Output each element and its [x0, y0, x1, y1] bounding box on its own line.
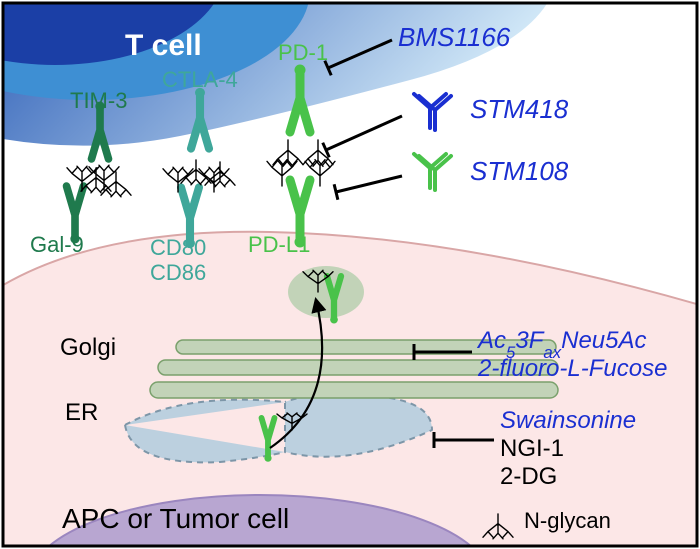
golgi.label: Golgi [60, 334, 116, 361]
inhibitors.golgi_inh.labels.1: 2-fluoro-L-Fucose [477, 355, 667, 382]
receptors.cd86.label: CD86 [150, 260, 206, 285]
inhibitors.er_inh.labels.0: Swainsonine [500, 407, 636, 434]
receptors.ctla4.label: CTLA-4 [162, 67, 238, 92]
receptors.tim3.label: TIM-3 [70, 88, 127, 113]
apc.label: APC or Tumor cell [62, 503, 289, 534]
receptors.pdl1.label: PD-L1 [248, 232, 310, 257]
inhibitors.stm418.label: STM418 [470, 94, 569, 124]
inhibitors.er_inh.labels.1: NGI-1 [500, 435, 564, 462]
receptors.gal9.label: Gal-9 [30, 232, 84, 257]
inhibitors.er_inh.labels.2: 2-DG [500, 463, 557, 490]
tcell.label: T cell [125, 29, 202, 62]
inhibitors.stm108.label: STM108 [470, 156, 569, 186]
receptors.cd80.label: CD80 [150, 235, 206, 260]
legend.label: N-glycan [524, 508, 611, 533]
er.label: ER [65, 399, 98, 426]
receptors.pd1.label: PD-1 [278, 40, 328, 65]
inhibitors.bms1166.label: BMS1166 [398, 22, 511, 52]
